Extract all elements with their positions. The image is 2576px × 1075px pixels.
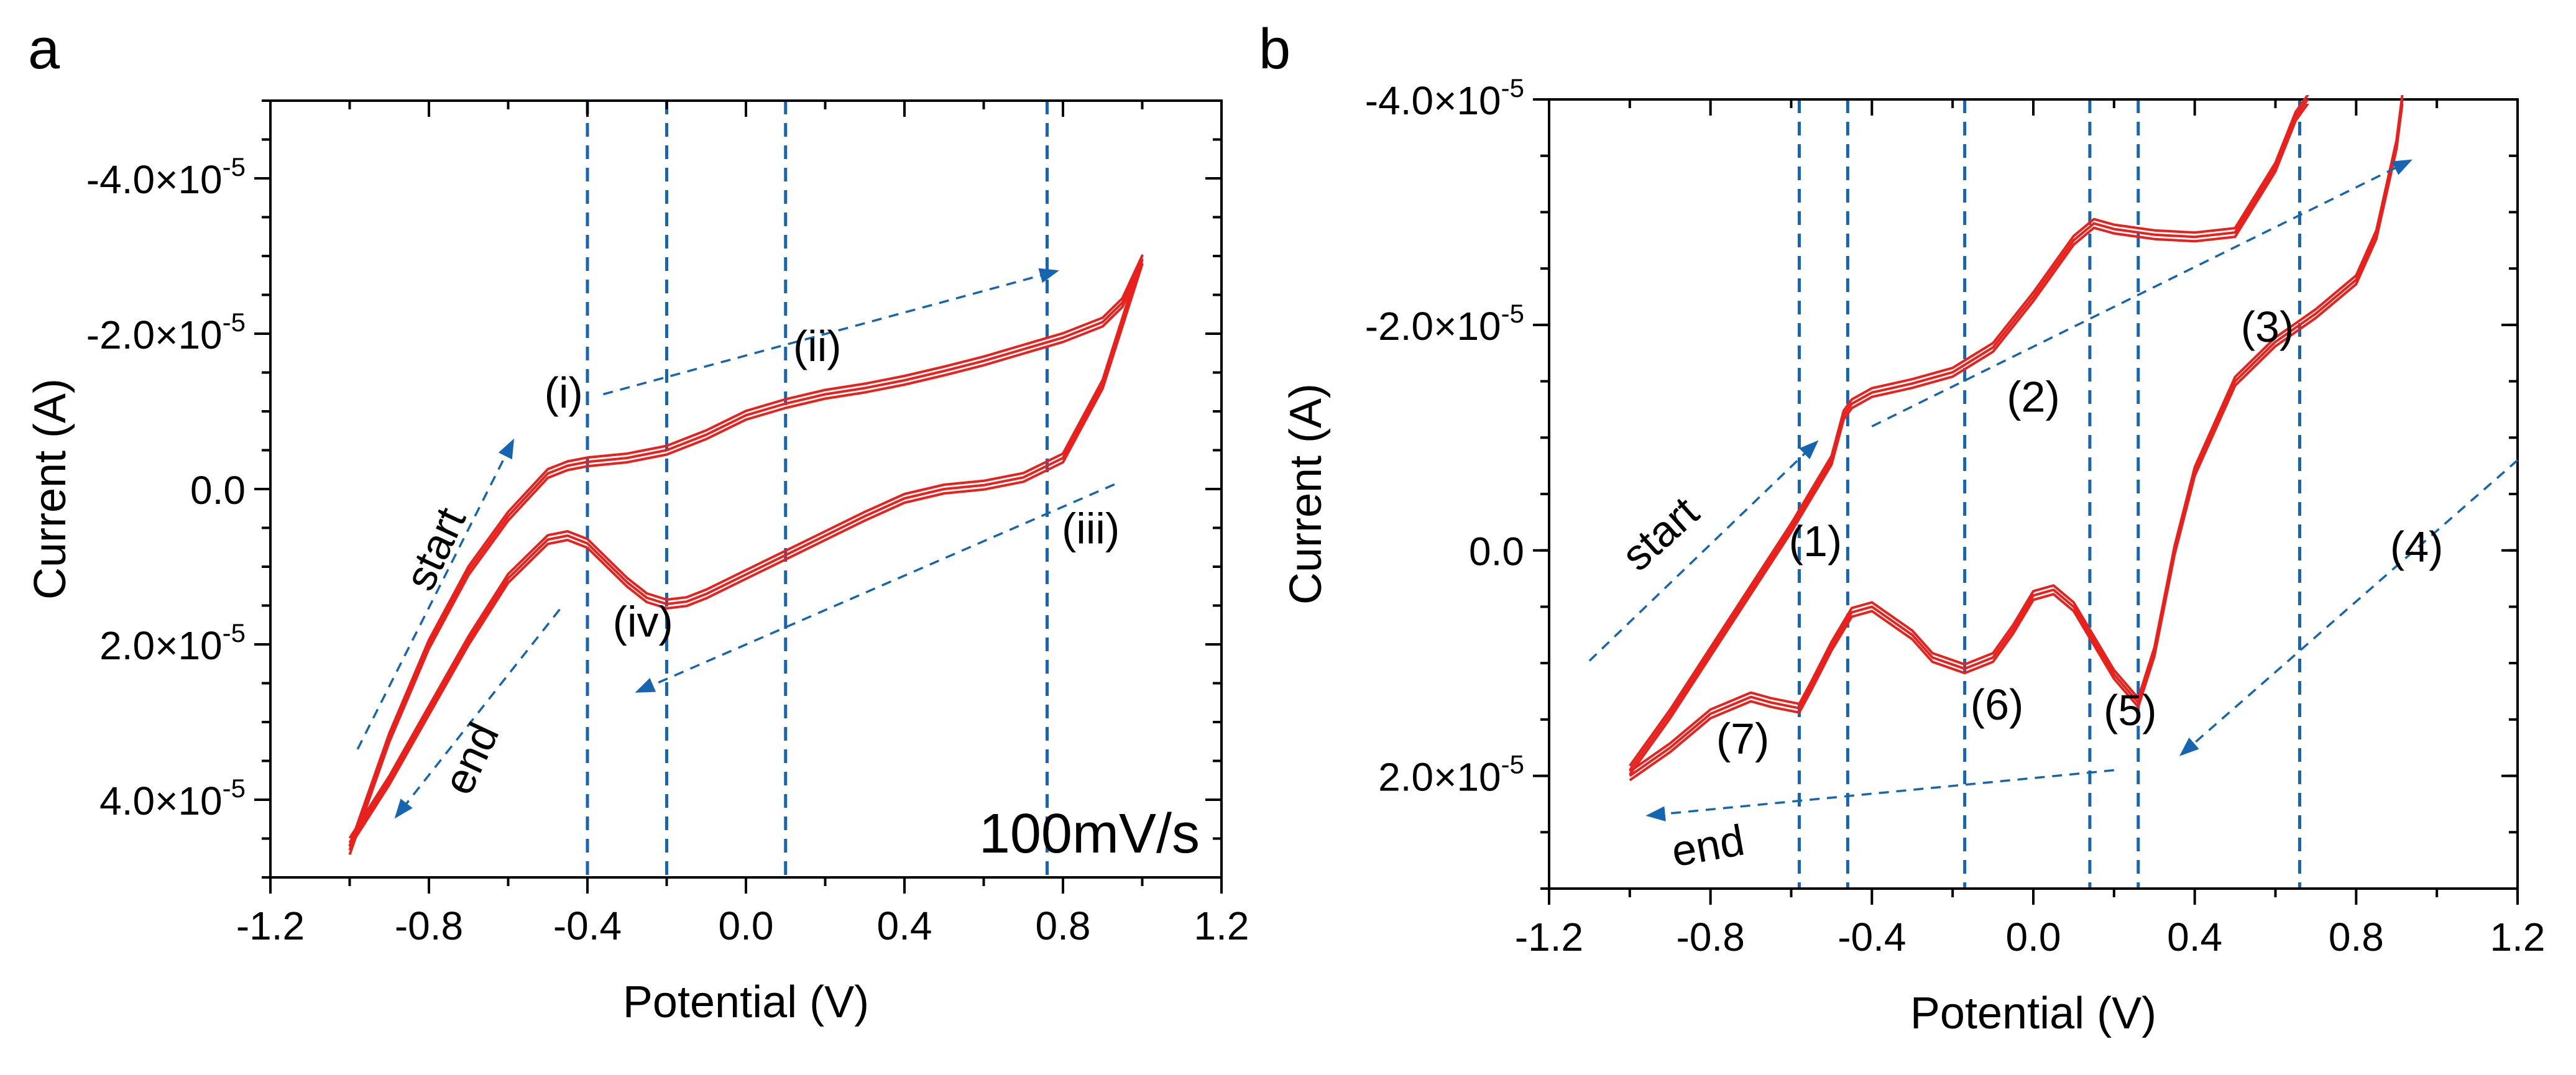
panel-b-plot: -1.2 -0.8 -0.4 0.0 0.4 0.8 1.2 -4.0×10-5 -2.0×10… <box>1281 73 2546 1038</box>
direction-arrow-3 <box>394 608 561 819</box>
y-tick-exponent: -5 <box>223 774 246 803</box>
annotation: (7) <box>1716 714 1770 762</box>
y-tick-exponent: -5 <box>223 308 246 337</box>
panel-a-plot: -1.2 -0.8 -0.4 0.0 0.4 0.8 1.2 -4.0×10-5 -2.0×10… <box>25 99 1249 1027</box>
y-tick-label: 2.0×10-5 <box>99 618 246 668</box>
annotation: (ii) <box>793 322 842 370</box>
x-axis-label: Potential (V) <box>623 977 869 1027</box>
y-tick-exponent: -5 <box>223 618 246 647</box>
cv-curve-cycle-3 <box>348 263 1144 855</box>
annotation: end <box>433 715 508 802</box>
y-tick-exponent: -5 <box>1501 73 1524 103</box>
y-tick-label: -2.0×10-5 <box>86 308 246 357</box>
x-axis-label: Potential (V) <box>1910 989 2156 1038</box>
direction-arrow-1 <box>1871 159 2413 428</box>
direction-arrow-0 <box>1588 440 1819 662</box>
plot-frame <box>1548 98 2519 890</box>
annotation: (5) <box>2104 686 2157 734</box>
x-tick-label: -0.8 <box>395 903 463 948</box>
y-tick-label: 0.0 <box>190 468 246 513</box>
panel-label-b: b <box>1259 17 1290 81</box>
x-tick-label: 1.2 <box>1194 903 1249 948</box>
y-tick-label: 0.0 <box>1469 529 1524 574</box>
cv-curve-cycle-1 <box>1629 95 2404 773</box>
x-tick-label: 1.2 <box>2490 915 2546 959</box>
direction-arrow-3 <box>1645 769 2115 821</box>
y-tick-label: -4.0×10-5 <box>86 152 246 202</box>
panel-label-a: a <box>28 17 60 81</box>
annotation: end <box>1668 815 1748 876</box>
annotation: (1) <box>1789 517 1842 565</box>
annotation: (iv) <box>613 598 673 646</box>
y-tick-exponent: -5 <box>223 152 246 181</box>
x-tick-label: -0.8 <box>1677 915 1745 959</box>
y-tick-label: 2.0×10-5 <box>1378 750 1524 800</box>
x-tick-label: 0.4 <box>2167 915 2222 959</box>
y-axis-label: Current (A) <box>1281 383 1331 605</box>
x-tick-label: 0.8 <box>1036 903 1091 948</box>
annotation: (2) <box>2007 373 2060 421</box>
x-tick-label: 0.8 <box>2329 915 2384 959</box>
direction-arrow-2 <box>356 438 515 750</box>
x-tick-label: -0.4 <box>553 903 622 948</box>
cv-curve-cycle-2 <box>348 258 1144 851</box>
x-tick-label: -1.2 <box>1515 915 1583 959</box>
annotation: (iii) <box>1062 505 1120 553</box>
x-tick-label: 0.0 <box>719 903 774 948</box>
annotation: (3) <box>2241 303 2294 351</box>
annotation: start <box>1612 487 1708 580</box>
y-tick-exponent: -5 <box>1501 750 1524 779</box>
y-tick-label: -2.0×10-5 <box>1365 299 1524 349</box>
plot-frame <box>269 99 1223 879</box>
y-axis-label: Current (A) <box>25 378 75 600</box>
direction-arrow-2 <box>2179 459 2519 756</box>
x-tick-label: -1.2 <box>236 903 305 948</box>
annotation: (6) <box>1971 680 2024 729</box>
y-tick-exponent: -5 <box>1501 299 1524 328</box>
y-tick-label: -4.0×10-5 <box>1365 73 1524 123</box>
annotation: (4) <box>2390 523 2444 571</box>
cv-curve-cycle-2 <box>1629 99 2404 777</box>
cv-curve-cycle-1 <box>348 254 1144 846</box>
cv-curve-cycle-3 <box>1629 104 2404 782</box>
direction-arrow-0 <box>603 268 1060 396</box>
x-tick-label: -0.4 <box>1838 915 1906 959</box>
x-tick-label: 0.0 <box>2006 915 2061 959</box>
x-tick-label: 0.4 <box>877 903 932 948</box>
scan-rate-label: 100mV/s <box>979 803 1200 865</box>
y-tick-label: 4.0×10-5 <box>99 774 246 823</box>
annotation: (i) <box>545 368 583 417</box>
